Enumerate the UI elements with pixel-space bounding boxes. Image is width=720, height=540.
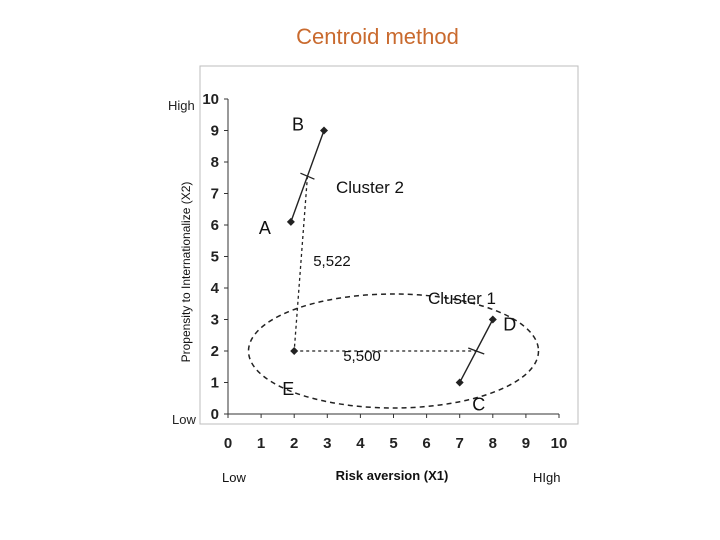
point-e	[290, 347, 299, 355]
point-a	[286, 217, 295, 226]
y-tick-label: 2	[211, 343, 219, 360]
x-tick-label: 8	[489, 435, 497, 452]
point-b	[319, 126, 328, 135]
x-tick-label: 5	[389, 435, 397, 452]
annotation-cluster-1: Cluster 1	[428, 289, 496, 308]
x-tick-label: 4	[356, 435, 365, 452]
x-high-label: HIgh	[533, 470, 561, 485]
x-tick-label: 2	[290, 435, 298, 452]
point-label-b: B	[292, 115, 304, 135]
point-d	[488, 315, 497, 324]
distance-line-5522	[293, 176, 309, 352]
y-tick-label: 7	[211, 186, 219, 203]
x-tick-label: 3	[323, 435, 331, 452]
x-tick-label: 10	[551, 435, 568, 452]
y-tick-label: 8	[211, 154, 219, 171]
centroid-mark	[468, 347, 485, 355]
y-tick-label: 4	[211, 280, 220, 297]
centroid-mark	[300, 172, 315, 180]
cluster-link-lines	[290, 130, 494, 383]
point-label-e: E	[282, 379, 294, 399]
y-axis-label: Propensity to Internationalize (X2)	[179, 181, 193, 363]
chart-title: Centroid method	[296, 24, 459, 49]
x-tick-label: 9	[522, 435, 530, 452]
point-label-d: D	[503, 315, 516, 335]
cluster-outlines	[247, 293, 540, 409]
annotation-5-500: 5,500	[343, 348, 381, 365]
plot-area-frame	[199, 65, 579, 425]
y-tick-label: 6	[211, 217, 219, 234]
point-c	[455, 378, 464, 387]
annotations: A B C D E Cluster 2 Cluster 1 5,522 5,500	[259, 115, 516, 415]
y-tick-label: 1	[211, 375, 219, 392]
x-tick-label: 1	[257, 435, 265, 452]
annotation-5-522: 5,522	[313, 253, 351, 270]
annotation-cluster-2: Cluster 2	[336, 178, 404, 197]
x-low-label: Low	[222, 470, 246, 485]
y-high-label: High	[168, 98, 195, 113]
axes: 0 1 2 3 4 5 6 7 8 9 10 0 1 2 3 4 5 6 7 8 9 10	[202, 91, 567, 452]
x-axis-label: Risk aversion (X1)	[335, 468, 449, 483]
y-tick-label: 3	[211, 312, 219, 329]
y-low-label: Low	[172, 412, 196, 427]
point-label-c: C	[472, 395, 485, 415]
data-points	[286, 126, 497, 387]
x-tick-label: 7	[456, 435, 464, 452]
x-tick-label: 6	[422, 435, 430, 452]
x-tick-label: 0	[224, 435, 232, 452]
y-tick-label: 0	[211, 406, 219, 423]
y-tick-label: 10	[202, 91, 219, 108]
y-tick-label: 9	[211, 123, 219, 140]
y-tick-label: 5	[211, 249, 219, 266]
cluster-1-outline	[247, 293, 540, 409]
point-label-a: A	[259, 218, 271, 238]
